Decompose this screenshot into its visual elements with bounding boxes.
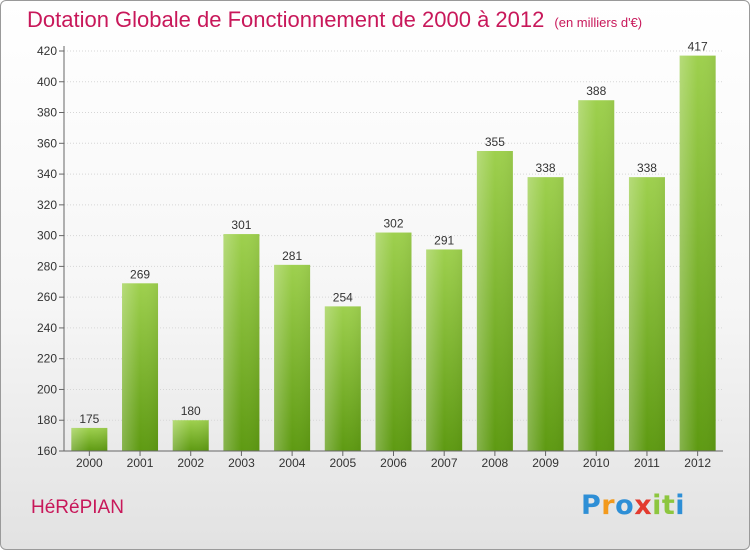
y-tick-label: 300 [37,229,57,243]
x-tick-label: 2006 [380,456,407,470]
bar-value-label: 302 [383,217,403,231]
logo-letter: o [615,490,635,521]
bar-value-label: 417 [688,40,708,54]
x-tick-label: 2010 [583,456,610,470]
y-tick-label: 220 [37,352,57,366]
bar-value-label: 388 [586,84,606,98]
x-tick-label: 2000 [76,456,103,470]
bar-highlight [426,249,463,451]
bar-value-label: 301 [231,218,251,232]
x-tick-label: 2009 [532,456,559,470]
x-tick-label: 2011 [634,456,660,470]
logo-letter: x [634,490,653,521]
bar-highlight [172,420,209,451]
y-axis: 160 180 200 220 240 260 280 300 320 340 360 380 400 4… [37,44,65,458]
x-axis: 2000 2001 2002 2003 2004 2005 2006 2007 2008 2009… [64,450,723,470]
y-tick-label: 280 [37,259,57,273]
logo-letter: i [675,490,686,521]
bar-value-label: 254 [333,290,353,304]
x-tick-label: 2005 [329,456,356,470]
y-tick-label: 260 [37,290,57,304]
x-tick-label: 2004 [279,456,306,470]
bar-highlight [274,264,311,451]
bar-highlight [324,306,361,451]
bar-value-label: 175 [79,412,99,426]
y-tick-label: 400 [37,75,57,89]
bar-value-label: 269 [130,267,150,281]
y-tick-label: 160 [37,444,57,458]
y-tick-label: 200 [37,382,57,396]
x-tick-label: 2002 [177,456,204,470]
chart-unit: (en milliers d'€) [554,15,643,30]
y-tick-label: 180 [37,413,57,427]
bar-highlight [527,177,564,451]
y-tick-label: 380 [37,106,57,120]
commune-name: HéRéPIAN [31,497,124,518]
logo-letter: P [581,490,602,521]
x-tick-label: 2012 [684,456,711,470]
logo-letter: i [652,490,662,521]
x-tick-label: 2003 [228,456,255,470]
bar-highlight [679,55,716,451]
bar-highlight [628,177,665,451]
x-tick-label: 2007 [431,456,458,470]
bar-highlight [223,234,260,451]
y-tick-label: 240 [37,321,57,335]
bar-value-label: 180 [181,404,201,418]
logo-letter: t [661,490,676,521]
bar-value-label: 355 [485,135,505,149]
x-tick-label: 2008 [482,456,509,470]
y-tick-label: 420 [37,44,57,58]
bar-highlight [71,427,108,451]
bar-highlight [375,232,412,451]
logo-letter: r [601,490,616,521]
bar-highlight [122,283,159,451]
chart-title-text: Dotation Globale de Fonctionnement de 20… [27,7,545,32]
y-tick-label: 340 [37,167,57,181]
bars: 175 269 180 301 281 254 302 291 355 338 388 338 417 [71,40,716,451]
bar-value-label: 338 [536,161,556,175]
y-tick-label: 360 [37,136,57,150]
bar-value-label: 338 [637,161,657,175]
bar-value-label: 291 [434,233,454,247]
bar-highlight [578,100,615,451]
bar-highlight [476,151,513,451]
y-tick-label: 320 [37,198,57,212]
chart-title: Dotation Globale de Fonctionnement de 20… [27,7,642,33]
bar-value-label: 281 [282,249,302,263]
proxiti-logo: Proxiti [581,490,685,521]
x-tick-label: 2001 [127,456,154,470]
